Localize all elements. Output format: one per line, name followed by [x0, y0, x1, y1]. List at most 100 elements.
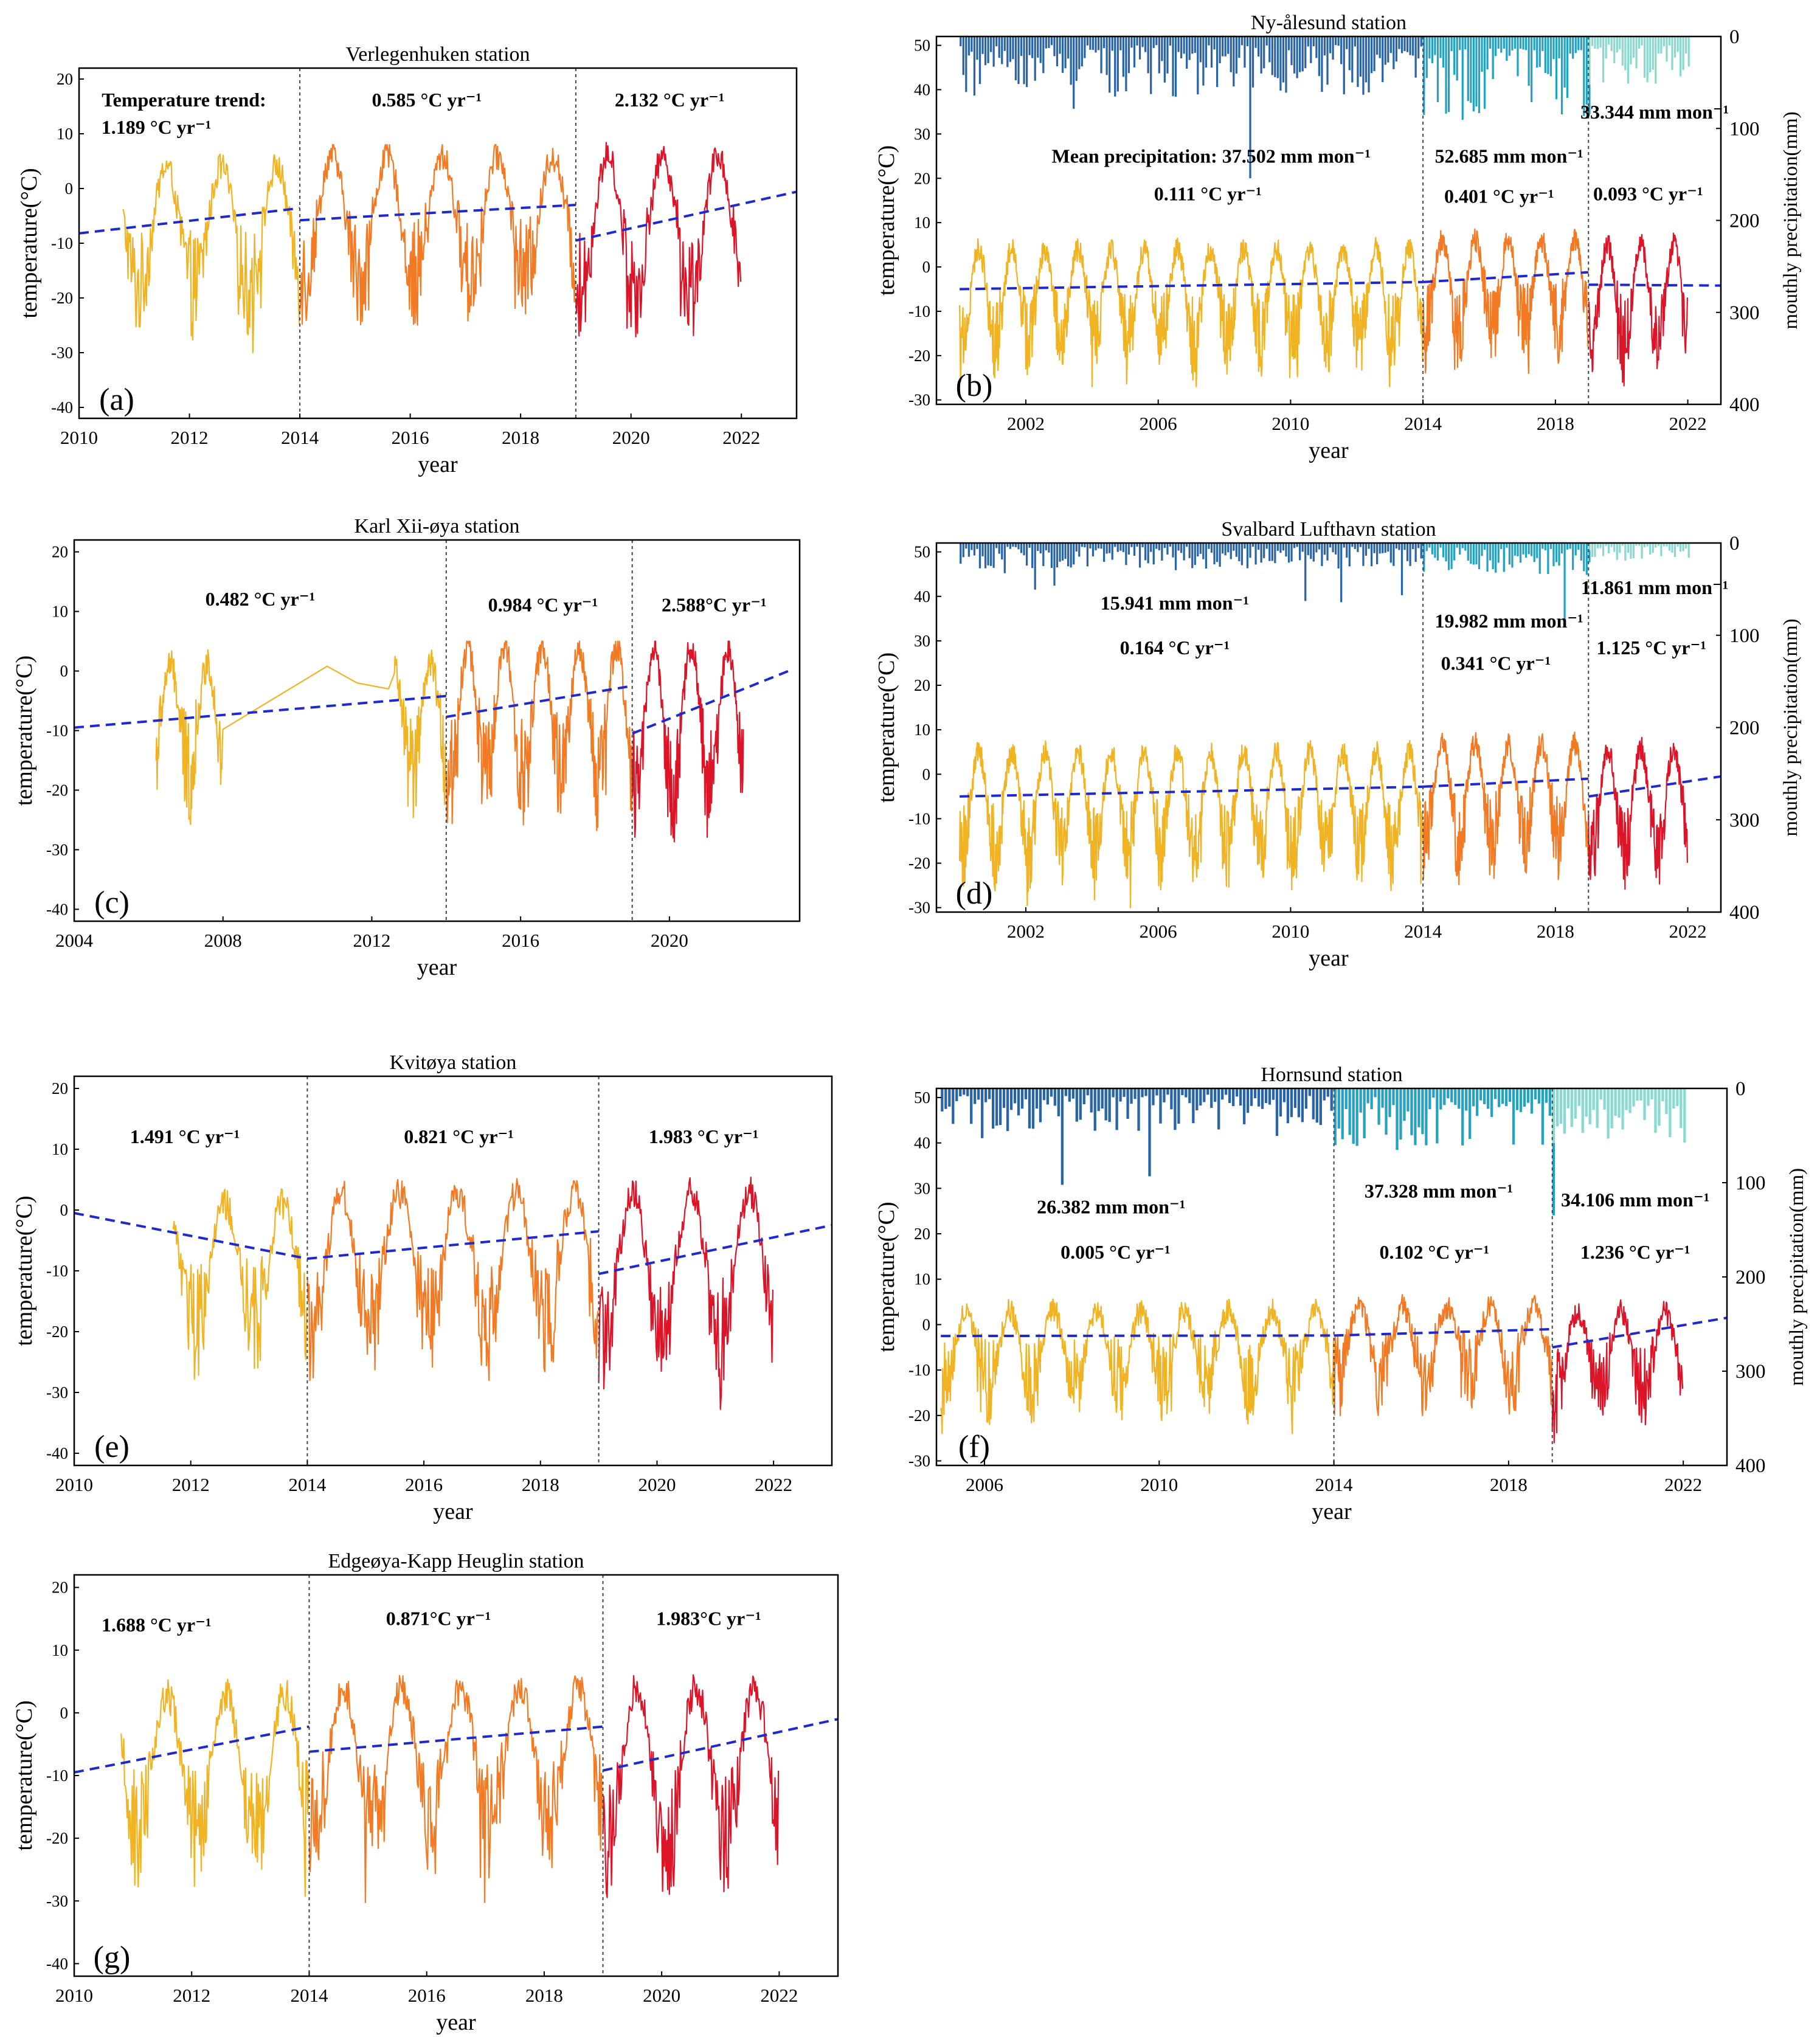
precip-bar — [1119, 36, 1122, 50]
precip-bar — [1064, 1088, 1067, 1096]
precip-bar — [962, 36, 964, 75]
precip-bar — [1592, 1088, 1595, 1110]
x-tick-label: 2014 — [288, 1474, 327, 1495]
precip-bar — [1348, 1088, 1351, 1135]
precip-bar — [1388, 1088, 1391, 1117]
precip-bar — [995, 543, 998, 548]
precip-bar — [1673, 36, 1676, 58]
precip-bar — [1144, 543, 1147, 561]
precip-bar — [944, 1088, 947, 1109]
y-tick-label: 20 — [52, 1579, 68, 1597]
x-tick-label: 2022 — [1669, 413, 1707, 434]
precip-bar — [1174, 543, 1177, 570]
right-y-tick-label: 400 — [1735, 1455, 1766, 1477]
y-tick-label: 30 — [914, 1179, 930, 1197]
precip-bar — [1370, 1088, 1373, 1110]
precip-bar — [1137, 1088, 1140, 1131]
precip-bar — [1450, 1088, 1453, 1102]
precip-bar — [1257, 543, 1260, 550]
annotation-text: 1.236 °C yr⁻¹ — [1580, 1241, 1690, 1263]
precip-bar — [1577, 543, 1580, 550]
precip-bar — [1312, 1088, 1315, 1119]
precip-bar — [1147, 543, 1149, 564]
precip-bar — [1436, 36, 1439, 103]
precip-bar — [1205, 36, 1208, 68]
y-tick-label: -30 — [908, 1452, 930, 1470]
precip-bar — [1657, 543, 1659, 546]
precip-bar — [1100, 36, 1102, 74]
precip-bar — [1547, 543, 1549, 575]
precip-bar — [1519, 36, 1522, 49]
precip-bar — [1261, 1088, 1264, 1109]
precip-bar — [1506, 543, 1508, 548]
trend-line-2 — [309, 1725, 603, 1753]
precip-bar — [1524, 543, 1528, 558]
precip-bar — [976, 543, 978, 549]
precip-bar — [1191, 543, 1194, 569]
precip-bar — [1665, 1088, 1668, 1115]
annotation-text: 0.164 °C yr⁻¹ — [1120, 637, 1230, 659]
precip-bar — [965, 36, 967, 92]
y-tick-label: 20 — [914, 676, 930, 694]
annotation-text: 1.189 °C yr⁻¹ — [102, 116, 212, 138]
precip-bar — [1393, 543, 1395, 566]
precip-bar — [1490, 1088, 1493, 1117]
precip-bar — [1544, 543, 1546, 550]
precip-bar — [1127, 36, 1130, 74]
precip-bar — [1613, 36, 1616, 63]
precip-bar — [1150, 543, 1152, 552]
precip-bar — [1655, 36, 1657, 84]
precip-bar — [1399, 1088, 1402, 1140]
precip-bar — [984, 1088, 988, 1102]
y-tick-label: 10 — [52, 1140, 68, 1158]
precip-bar — [1627, 543, 1630, 553]
precip-bar — [1235, 1088, 1239, 1097]
precip-bar — [1095, 543, 1097, 551]
x-tick-label: 2014 — [290, 1985, 328, 2006]
y-tick-label: -30 — [46, 1383, 68, 1402]
precip-bar — [1643, 543, 1646, 548]
trend-line-3 — [1552, 1316, 1727, 1349]
precip-bar — [1319, 1088, 1322, 1126]
precip-bar — [1616, 543, 1618, 560]
precip-bar — [1210, 1088, 1213, 1108]
precip-bar — [1208, 36, 1210, 46]
precip-bar — [977, 1088, 980, 1100]
precip-bar — [1133, 36, 1136, 67]
annotation-text: 1.983 °C yr⁻¹ — [649, 1126, 759, 1147]
precip-bar — [1541, 36, 1544, 51]
precip-bar — [1244, 543, 1246, 549]
precip-bar — [1500, 543, 1503, 550]
precip-bar — [1362, 36, 1365, 95]
precip-bar — [1434, 543, 1436, 558]
precip-bar — [1012, 36, 1014, 60]
precip-bar — [1332, 543, 1334, 553]
chart-panel-f: 50 40 30 20 10 0 -10 -20 -30 2006 2010 2014 2018 2022… — [874, 1046, 1820, 1532]
precip-bar — [1374, 1088, 1377, 1098]
chart-title: Hornsund station — [1261, 1063, 1402, 1086]
precip-bar — [1244, 36, 1246, 68]
precip-bar — [1166, 36, 1169, 74]
precip-bar — [1115, 1088, 1118, 1130]
right-y-tick-label: 0 — [1729, 26, 1740, 48]
precip-bar — [1425, 1088, 1428, 1146]
precip-bar — [1495, 543, 1497, 573]
precip-bar — [1321, 543, 1323, 566]
precip-bar — [1536, 543, 1538, 558]
precip-bar — [1470, 543, 1472, 564]
precip-bar — [1417, 36, 1420, 59]
precip-bar — [1227, 543, 1230, 553]
precip-bar — [1326, 1088, 1329, 1097]
y-tick-label: -10 — [46, 722, 68, 740]
precip-bar — [1572, 36, 1574, 59]
precip-bar — [1299, 36, 1301, 72]
precip-bar — [1489, 36, 1492, 49]
precip-bar — [1155, 1088, 1158, 1096]
precip-bar — [1073, 36, 1075, 109]
precip-bar — [1365, 36, 1368, 83]
x-tick-label: 2018 — [525, 1985, 563, 2006]
x-tick-label: 2018 — [522, 1474, 559, 1495]
precip-bar — [1290, 543, 1293, 562]
precip-bar — [1503, 36, 1505, 49]
